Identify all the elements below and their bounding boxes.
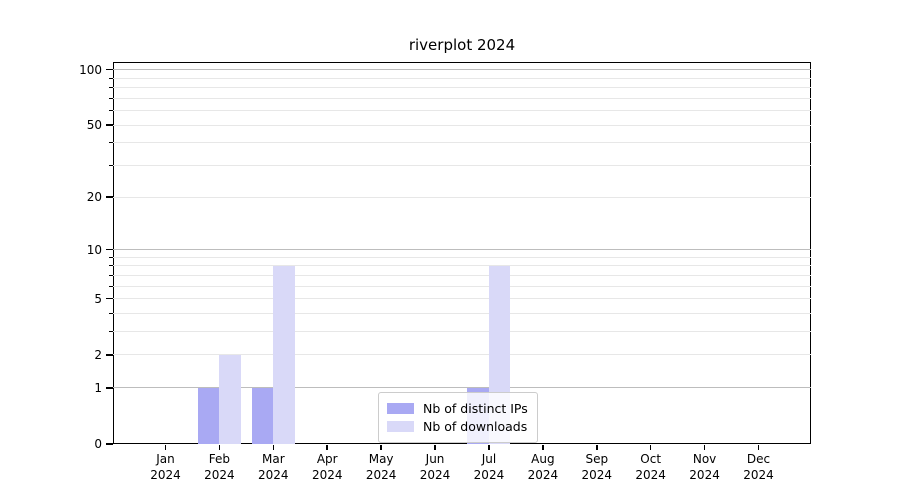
y-minor-tick-mark	[109, 142, 113, 144]
y-tick-label: 1	[94, 380, 102, 395]
y-tick-label: 0	[94, 437, 102, 451]
bar-distinct-ips	[251, 387, 274, 444]
y-tick-mark	[106, 248, 113, 251]
y-minor-tick-mark	[109, 164, 113, 166]
x-tick-mark	[703, 445, 706, 450]
y-tick-label: 20	[86, 190, 102, 205]
legend: Nb of distinct IPs Nb of downloads	[378, 392, 538, 443]
gridline-major	[113, 387, 811, 389]
legend-entry-downloads: Nb of downloads	[387, 418, 528, 435]
x-tick-mark	[164, 445, 167, 450]
y-tick-mark	[106, 196, 113, 198]
gridline	[113, 354, 811, 356]
y-minor-tick-mark	[109, 265, 113, 267]
x-tick-mark	[542, 445, 544, 450]
y-minor-tick-mark	[109, 110, 113, 112]
gridline	[113, 77, 811, 79]
gridline	[113, 274, 811, 276]
x-tick-mark	[596, 445, 598, 450]
x-tick-label-aug: Aug 2024	[527, 452, 559, 482]
y-tick-label: 100	[79, 62, 102, 77]
y-tick-mark	[106, 124, 113, 126]
bar-distinct-ips	[197, 387, 220, 444]
y-tick-label: 5	[94, 291, 102, 306]
x-tick-label-dec: Dec 2024	[743, 452, 774, 482]
y-tick-mark	[106, 354, 113, 356]
gridline	[113, 331, 811, 333]
x-tick-mark	[488, 445, 490, 450]
y-tick-label: 50	[86, 118, 102, 133]
gridline	[113, 87, 811, 89]
gridline	[113, 265, 811, 267]
legend-label-downloads: Nb of downloads	[423, 419, 528, 434]
y-tick-mark	[106, 68, 113, 71]
y-minor-tick-mark	[109, 97, 113, 99]
gridline	[113, 97, 811, 99]
gridline	[113, 285, 811, 287]
gridline	[113, 196, 811, 198]
chart-title: riverplot 2024	[408, 36, 516, 54]
y-minor-tick-mark	[109, 312, 113, 314]
plot-area: Nb of distinct IPs Nb of downloads	[113, 62, 811, 444]
y-minor-tick-mark	[109, 274, 113, 276]
x-tick-label-sep: Sep 2024	[581, 452, 613, 482]
x-tick-label-nov: Nov 2024	[689, 452, 720, 482]
x-tick-mark	[380, 445, 382, 450]
y-minor-tick-mark	[109, 331, 113, 333]
x-tick-label-mar: Mar 2024	[258, 452, 289, 482]
y-minor-tick-mark	[109, 256, 113, 258]
bar-downloads	[219, 354, 241, 444]
y-tick-mark	[106, 297, 113, 300]
gridline-major	[113, 249, 811, 250]
legend-swatch-downloads-icon	[387, 421, 414, 432]
legend-label-distinct-ips: Nb of distinct IPs	[423, 401, 528, 416]
y-tick-mark	[106, 387, 113, 389]
gridline-major	[113, 69, 811, 71]
x-tick-mark	[649, 445, 652, 450]
gridline	[113, 312, 811, 314]
x-tick-mark	[272, 445, 275, 450]
x-tick-mark	[218, 445, 221, 450]
x-tick-label-jul: Jul 2024	[473, 452, 505, 482]
x-tick-label-oct: Oct 2024	[635, 452, 666, 482]
x-tick-label-feb: Feb 2024	[204, 452, 235, 482]
y-tick-mark	[106, 443, 113, 445]
x-tick-label-apr: Apr 2024	[311, 452, 343, 482]
y-tick-label: 10	[86, 242, 102, 257]
x-tick-label-may: May 2024	[365, 452, 397, 482]
gridline	[113, 124, 811, 126]
y-minor-tick-mark	[109, 285, 113, 287]
x-tick-mark	[326, 445, 328, 450]
gridline	[113, 164, 811, 166]
y-tick-label: 2	[94, 347, 102, 362]
legend-entry-distinct-ips: Nb of distinct IPs	[387, 400, 528, 417]
bar-downloads	[273, 265, 295, 444]
legend-swatch-distinct-ips-icon	[387, 403, 414, 414]
y-minor-tick-mark	[109, 77, 113, 79]
x-tick-mark	[434, 445, 436, 450]
gridline	[113, 142, 811, 144]
x-tick-label-jan: Jan 2024	[150, 452, 181, 482]
gridline	[113, 256, 811, 258]
gridline	[113, 110, 811, 112]
y-minor-tick-mark	[109, 87, 113, 89]
x-tick-mark	[757, 445, 760, 450]
x-tick-label-jun: Jun 2024	[419, 452, 451, 482]
gridline	[113, 298, 811, 300]
